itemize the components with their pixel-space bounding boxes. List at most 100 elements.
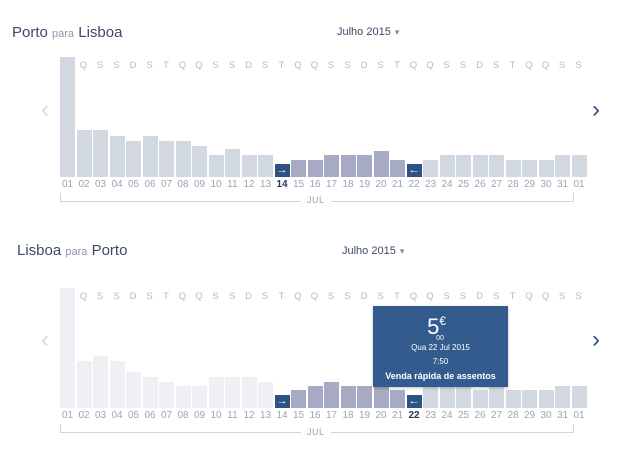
date-label[interactable]: 31 xyxy=(556,410,569,421)
price-bar[interactable] xyxy=(571,386,587,408)
arrow-left-icon[interactable]: ← xyxy=(406,164,422,177)
date-label[interactable]: 08 xyxy=(177,410,189,421)
date-label[interactable]: 10 xyxy=(210,179,222,190)
date-label[interactable]: 24 xyxy=(441,179,453,190)
price-bar[interactable] xyxy=(522,160,537,177)
price-bar[interactable] xyxy=(456,155,471,177)
price-bar[interactable] xyxy=(241,155,257,177)
price-bar[interactable] xyxy=(307,386,323,408)
date-label[interactable]: 15 xyxy=(292,410,305,421)
date-label[interactable]: 03 xyxy=(94,179,107,190)
date-label[interactable]: 20 xyxy=(375,410,387,421)
date-label[interactable]: 11 xyxy=(227,179,238,190)
price-bar[interactable] xyxy=(439,155,455,177)
date-label[interactable]: 26 xyxy=(474,179,486,190)
date-label[interactable]: 02 xyxy=(78,179,90,190)
date-label[interactable]: 22 xyxy=(408,179,420,190)
price-bar[interactable] xyxy=(93,356,108,408)
date-label[interactable]: 20 xyxy=(375,179,387,190)
price-bar[interactable] xyxy=(291,390,306,408)
price-bar[interactable] xyxy=(175,386,191,408)
date-label[interactable]: 14 xyxy=(276,179,288,190)
date-label[interactable]: 30 xyxy=(540,179,552,190)
price-bar[interactable] xyxy=(423,160,438,177)
price-bar[interactable] xyxy=(489,155,504,177)
date-label[interactable]: 05 xyxy=(127,410,140,421)
date-label[interactable]: 16 xyxy=(309,179,321,190)
date-label[interactable]: 01 xyxy=(61,410,74,421)
price-bar[interactable] xyxy=(390,160,405,177)
price-bar[interactable] xyxy=(142,377,158,408)
date-label[interactable]: 28 xyxy=(507,179,519,190)
month-selector[interactable]: Julho 2015 ▾ xyxy=(337,26,399,38)
date-label[interactable]: 19 xyxy=(358,179,371,190)
price-bar[interactable] xyxy=(175,141,191,177)
price-bar[interactable] xyxy=(126,141,141,177)
arrow-left-icon[interactable]: ← xyxy=(406,395,422,408)
date-label[interactable]: 10 xyxy=(210,410,222,421)
date-label[interactable]: 17 xyxy=(325,179,338,190)
price-bar[interactable] xyxy=(538,390,554,408)
date-label[interactable]: 13 xyxy=(259,410,272,421)
date-label[interactable]: 11 xyxy=(227,410,238,421)
date-label[interactable]: 15 xyxy=(292,179,305,190)
price-bar[interactable] xyxy=(142,136,158,177)
date-label[interactable]: 18 xyxy=(342,410,354,421)
date-label[interactable]: 02 xyxy=(78,410,90,421)
date-label[interactable]: 06 xyxy=(144,179,156,190)
price-bar[interactable] xyxy=(439,386,455,408)
date-label[interactable]: 29 xyxy=(523,179,536,190)
price-bar[interactable] xyxy=(505,390,521,408)
date-label[interactable]: 01 xyxy=(61,179,74,190)
date-label[interactable]: 26 xyxy=(474,410,486,421)
date-label[interactable]: 24 xyxy=(441,410,453,421)
price-bar[interactable] xyxy=(208,155,224,177)
price-bar[interactable] xyxy=(109,361,125,408)
date-label[interactable]: 05 xyxy=(127,179,140,190)
price-bar[interactable] xyxy=(373,151,389,177)
date-label[interactable]: 07 xyxy=(160,179,173,190)
date-label[interactable]: 16 xyxy=(309,410,321,421)
date-label[interactable]: 28 xyxy=(507,410,519,421)
price-bar[interactable] xyxy=(357,386,372,408)
date-label[interactable]: 19 xyxy=(358,410,371,421)
month-selector[interactable]: Julho 2015 ▾ xyxy=(342,245,404,257)
price-bar[interactable] xyxy=(555,386,570,408)
price-bar[interactable] xyxy=(472,155,488,177)
price-bar[interactable] xyxy=(60,57,75,177)
date-label[interactable]: 30 xyxy=(540,410,552,421)
date-label[interactable]: 01 xyxy=(573,410,585,421)
date-label[interactable]: 04 xyxy=(111,179,123,190)
price-bar[interactable] xyxy=(159,382,174,408)
price-bar[interactable] xyxy=(538,160,554,177)
price-bar[interactable] xyxy=(225,149,240,177)
date-label[interactable]: 13 xyxy=(259,179,272,190)
date-label[interactable]: 06 xyxy=(144,410,156,421)
date-label[interactable]: 31 xyxy=(556,179,569,190)
arrow-right-icon[interactable]: → xyxy=(274,164,290,177)
price-bar[interactable] xyxy=(340,386,356,408)
date-label[interactable]: 08 xyxy=(177,179,189,190)
price-bar[interactable] xyxy=(76,130,92,177)
price-bar[interactable] xyxy=(307,160,323,177)
price-bar[interactable] xyxy=(555,155,570,177)
price-bar[interactable] xyxy=(93,130,108,177)
price-bar[interactable] xyxy=(571,155,587,177)
price-bar[interactable] xyxy=(456,386,471,408)
price-bar[interactable] xyxy=(225,377,240,408)
price-bar[interactable] xyxy=(472,390,488,408)
date-label[interactable]: 25 xyxy=(457,179,470,190)
date-label[interactable]: 09 xyxy=(193,410,206,421)
date-label[interactable]: 17 xyxy=(325,410,338,421)
price-bar[interactable] xyxy=(192,386,207,408)
price-bar[interactable] xyxy=(357,155,372,177)
price-bar[interactable] xyxy=(109,136,125,177)
price-bar[interactable] xyxy=(291,160,306,177)
price-bar[interactable] xyxy=(241,377,257,408)
price-bar[interactable] xyxy=(489,386,504,408)
price-bar[interactable] xyxy=(76,361,92,408)
price-bar[interactable] xyxy=(324,155,339,177)
chevron-right-icon[interactable]: › xyxy=(592,96,600,123)
date-label[interactable]: 29 xyxy=(523,410,536,421)
price-bar[interactable] xyxy=(192,146,207,177)
